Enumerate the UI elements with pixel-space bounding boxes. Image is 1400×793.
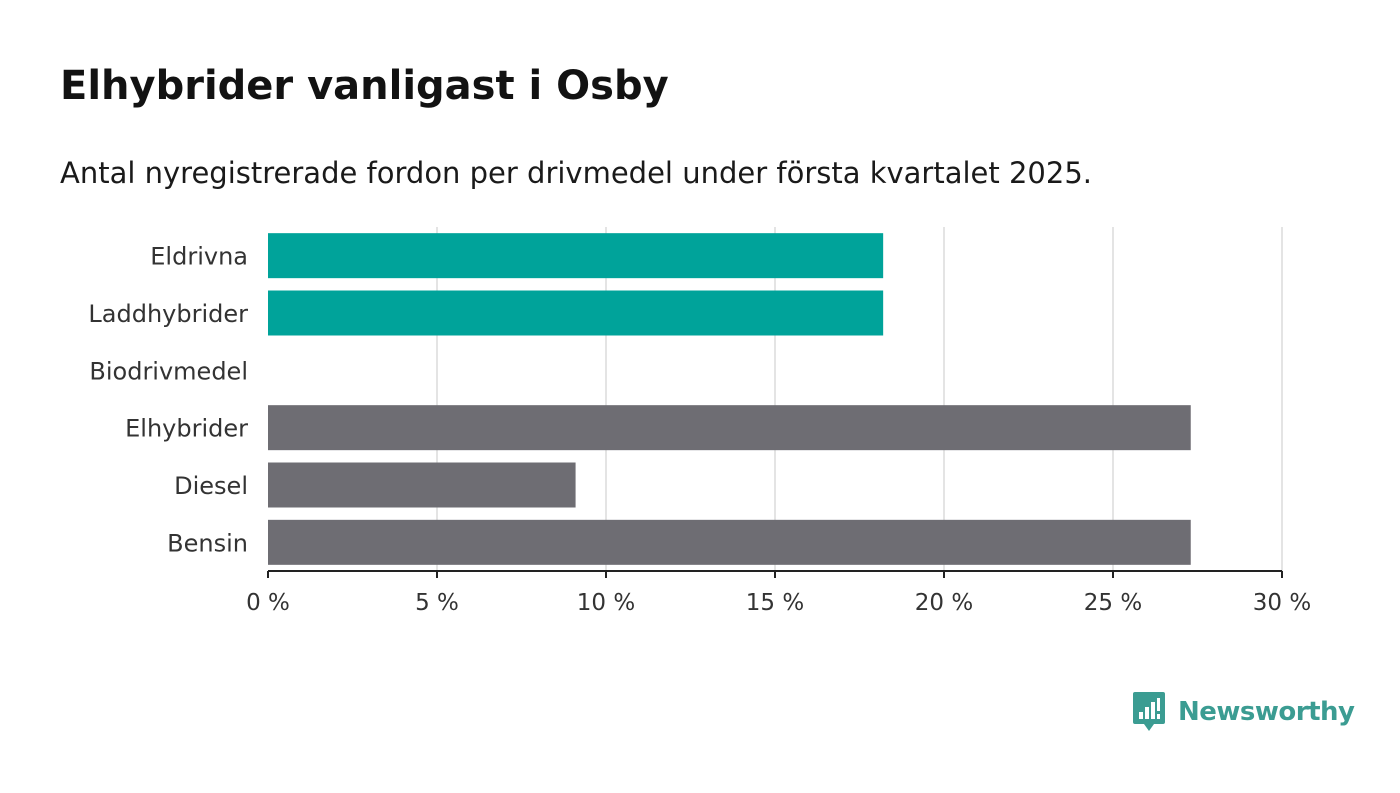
- bar: [268, 519, 1191, 565]
- x-tick-label: 0 %: [246, 590, 290, 616]
- category-label: Eldrivna: [150, 243, 248, 271]
- bar: [268, 462, 576, 508]
- category-label: Biodrivmedel: [89, 357, 248, 385]
- category-label: Laddhybrider: [88, 300, 248, 328]
- x-tick-label: 10 %: [577, 590, 635, 616]
- category-label: Elhybrider: [125, 415, 248, 443]
- x-tick-label: 25 %: [1084, 590, 1142, 616]
- x-tick-label: 30 %: [1253, 590, 1311, 616]
- bar: [268, 405, 1191, 451]
- category-label: Bensin: [167, 529, 248, 557]
- newsworthy-chart-icon: [1133, 692, 1165, 731]
- logo-text: Newsworthy: [1178, 697, 1355, 727]
- bar: [268, 290, 884, 336]
- chart-subtitle: Antal nyregistrerade fordon per drivmede…: [60, 156, 1093, 190]
- x-tick-label: 15 %: [746, 590, 804, 616]
- newsworthy-logo: Newsworthy: [1132, 690, 1355, 734]
- x-tick-label: 5 %: [415, 590, 459, 616]
- bar: [268, 233, 884, 279]
- category-label: Diesel: [174, 472, 248, 500]
- chart-title: Elhybrider vanligast i Osby: [60, 63, 669, 109]
- x-tick-label: 20 %: [915, 590, 973, 616]
